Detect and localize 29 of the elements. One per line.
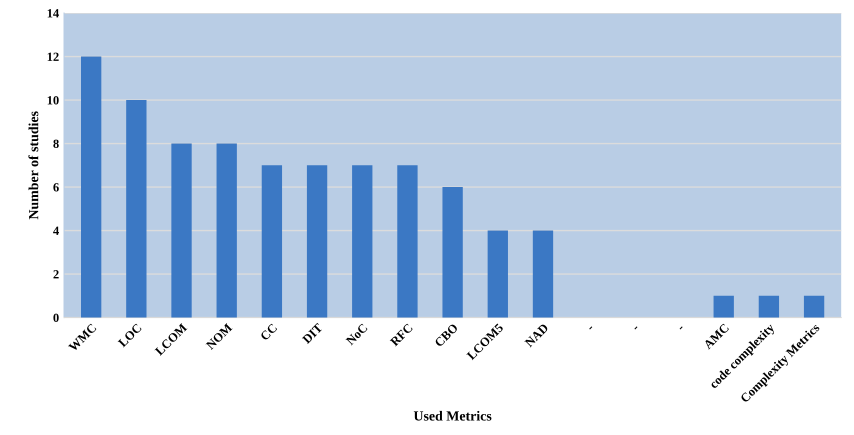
y-tick-label: 4: [53, 226, 59, 235]
y-axis-title: Number of studies: [28, 111, 38, 220]
y-tick-label: 8: [53, 140, 59, 148]
x-axis-title: Used Metrics: [414, 410, 492, 421]
x-tick-label: DIT: [302, 322, 324, 344]
x-tick-label: -: [680, 326, 683, 330]
y-tick-label: 14: [48, 9, 59, 18]
bar: [532, 230, 554, 318]
bar: [126, 100, 147, 318]
bar: [216, 144, 237, 318]
bar: [397, 165, 418, 318]
bar: [80, 56, 102, 318]
y-tick-label: 10: [48, 96, 59, 105]
x-tick-label: CC: [260, 323, 278, 341]
x-tick-label: -: [589, 326, 592, 330]
y-tick-label: 0: [53, 314, 59, 322]
bar: [262, 165, 282, 318]
bar: [442, 187, 463, 318]
x-tick-label: -: [634, 326, 638, 330]
bar: [306, 165, 328, 318]
y-tick-label: 12: [48, 52, 59, 61]
bar: [171, 144, 192, 318]
y-tick-label: 2: [53, 270, 59, 278]
bar: [714, 296, 734, 318]
y-tick-label: 6: [53, 183, 59, 192]
bar: [488, 230, 508, 318]
bar: [352, 165, 372, 318]
bar: [804, 296, 824, 318]
bar: [758, 296, 780, 318]
